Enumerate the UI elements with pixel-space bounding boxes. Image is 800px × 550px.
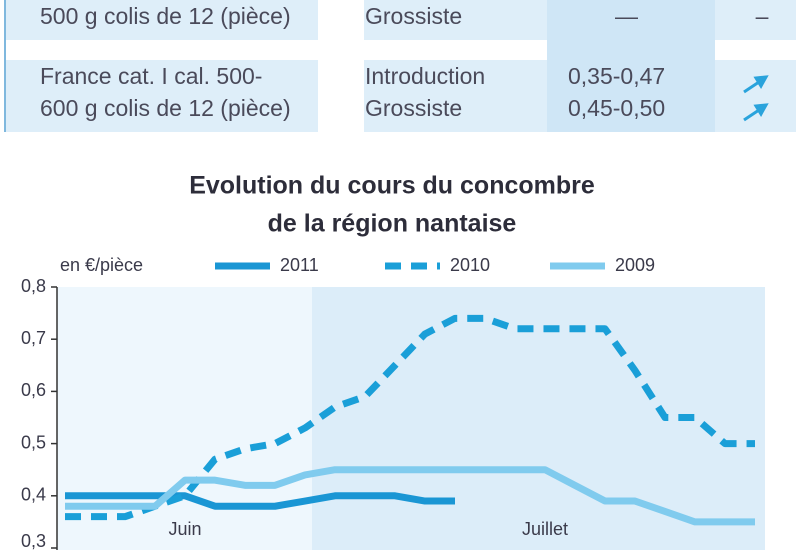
july-bg: [312, 287, 765, 550]
price-text: 0,45-0,50: [568, 95, 665, 121]
legend-label: 2009: [615, 255, 655, 275]
trend-text: –: [756, 3, 769, 29]
stage-text: Introduction: [365, 63, 485, 89]
legend-label: 2011: [280, 255, 319, 275]
table-gap: [318, 0, 364, 40]
stage-text: Grossiste: [365, 3, 462, 29]
line-series: [65, 466, 755, 526]
product-text: France cat. I cal. 500-: [40, 63, 262, 89]
table: 500 g colis de 12 (pièce) Grossiste — – Fran…: [40, 3, 769, 121]
table-gap: [715, 40, 796, 60]
price-text: —: [615, 3, 638, 29]
x-tick-label: Juin: [168, 519, 201, 539]
june-bg: [57, 287, 312, 550]
y-tick-label: 0,5: [21, 432, 46, 452]
y-tick-label: 0,6: [21, 380, 46, 400]
product-text: 600 g colis de 12 (pièce): [40, 95, 291, 121]
line-series: [65, 492, 455, 510]
line-series: [65, 314, 755, 521]
y-tick-label: 0,7: [21, 328, 46, 348]
trend-arrows: [743, 75, 769, 122]
table-gap: [6, 40, 547, 60]
legend-label: 2010: [450, 255, 490, 275]
table-gap: [318, 60, 364, 132]
y-tick-label: 0,8: [21, 276, 46, 296]
chart-title: de la région nantaise: [268, 210, 517, 238]
y-tick-label: 0,3: [21, 531, 46, 550]
chart-title: Evolution du cours du concombre: [189, 172, 595, 200]
price-text: 0,35-0,47: [568, 63, 665, 89]
y-tick-label: 0,4: [21, 485, 46, 505]
stage-text: Grossiste: [365, 95, 462, 121]
product-text: 500 g colis de 12 (pièce): [40, 3, 291, 29]
y-axis-label: en €/pièce: [60, 255, 143, 275]
x-tick-label: Juillet: [522, 519, 568, 539]
price-column-bg: [547, 0, 715, 132]
